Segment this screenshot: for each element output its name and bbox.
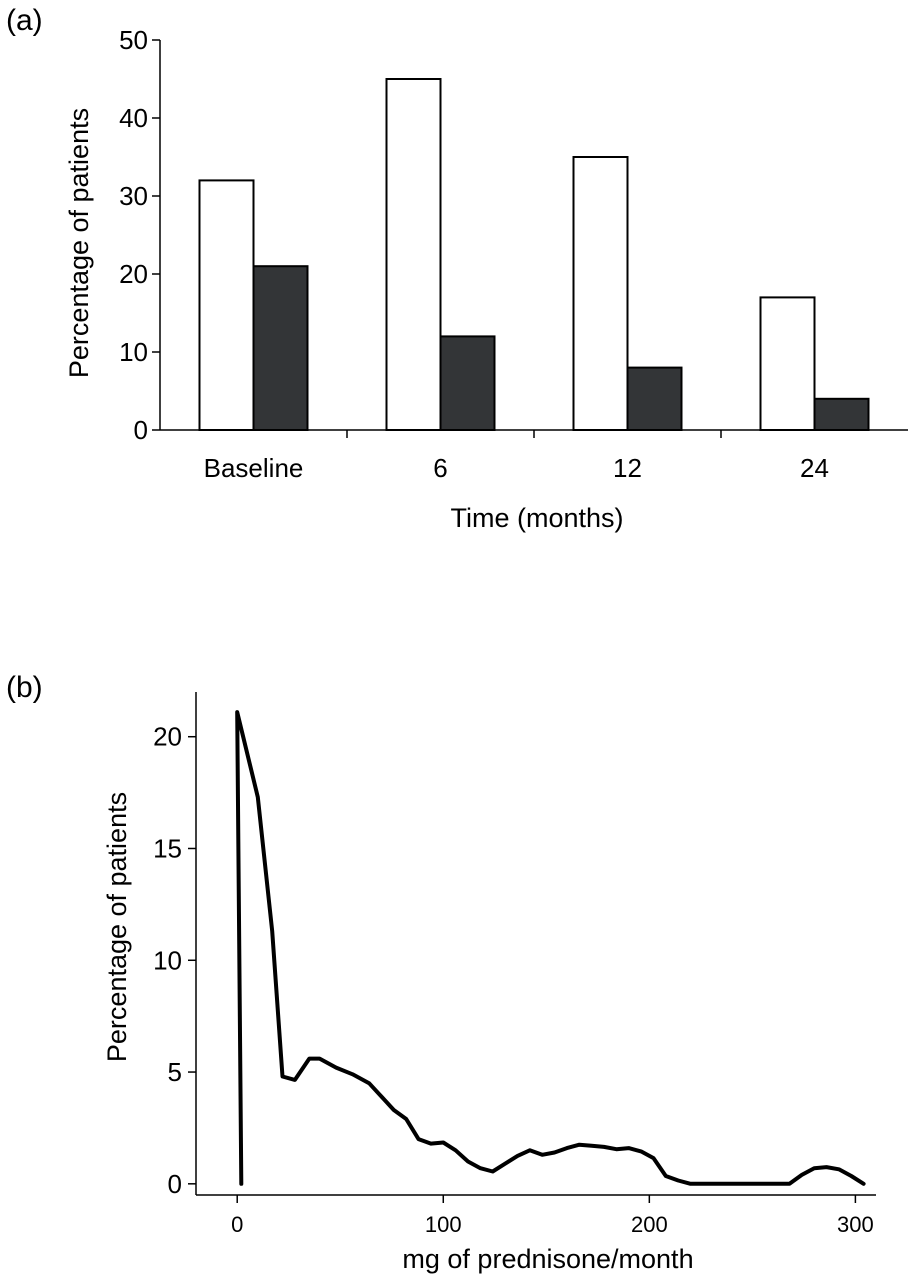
panel-a-y-tick-label: 10 bbox=[119, 337, 148, 367]
panel-b-x-tick-label: 200 bbox=[631, 1212, 668, 1237]
panel-a-y-axis-title: Percentage of patients bbox=[64, 108, 94, 378]
panel-a: (a) 0 10 20 30 40 50 Baseline 6 12 24 Percentage… bbox=[6, 4, 908, 533]
panel-b-x-tick-label: 300 bbox=[837, 1212, 874, 1237]
panel-a-x-tick-label: 12 bbox=[613, 453, 642, 483]
panel-b-y-tick-label: 0 bbox=[168, 1169, 182, 1199]
panel-a-x-ticks: Baseline 6 12 24 bbox=[204, 430, 829, 483]
panel-a-bars bbox=[198, 78, 870, 432]
panel-b-y-tick-label: 10 bbox=[153, 945, 182, 975]
panel-b-x-ticks: 0 100 200 300 bbox=[231, 1195, 874, 1237]
panel-a-bar-open bbox=[572, 156, 629, 431]
panel-b-x-tick-label: 100 bbox=[425, 1212, 462, 1237]
panel-b-y-tick-label: 5 bbox=[168, 1057, 182, 1087]
panel-a-y-tick-label: 20 bbox=[119, 259, 148, 289]
panel-a-y-ticks: 0 10 20 30 40 50 bbox=[119, 25, 160, 445]
panel-a-bar-filled bbox=[439, 335, 496, 431]
panel-b-y-tick-label: 20 bbox=[153, 722, 182, 752]
panel-a-x-axis-title: Time (months) bbox=[450, 503, 623, 533]
panel-a-y-tick-label: 40 bbox=[119, 103, 148, 133]
panel-b-x-axis-title: mg of prednisone/month bbox=[402, 1244, 693, 1274]
panel-a-bar-filled bbox=[813, 397, 870, 431]
panel-a-y-tick-label: 50 bbox=[119, 25, 148, 55]
panel-b-y-tick-label: 15 bbox=[153, 833, 182, 863]
panel-b: (b) 0 5 10 15 20 0 100 200 300 Percentage of pa… bbox=[6, 671, 876, 1274]
panel-b-x-tick-label: 0 bbox=[231, 1212, 243, 1237]
panel-a-x-tick-label: 6 bbox=[433, 453, 447, 483]
panel-b-y-ticks: 0 5 10 15 20 bbox=[153, 722, 196, 1199]
panel-a-y-tick-label: 0 bbox=[134, 415, 148, 445]
panel-a-bar-open bbox=[198, 179, 255, 431]
panel-a-x-tick-label: Baseline bbox=[204, 453, 304, 483]
panel-b-label: (b) bbox=[6, 671, 43, 704]
panel-a-y-tick-label: 30 bbox=[119, 181, 148, 211]
panel-a-label: (a) bbox=[6, 4, 43, 37]
panel-a-bar-filled bbox=[626, 366, 683, 432]
panel-b-series-line bbox=[235, 710, 866, 1186]
panel-a-bar-filled bbox=[252, 265, 309, 432]
panel-a-x-tick-label: 24 bbox=[800, 453, 829, 483]
panel-a-bar-open bbox=[385, 78, 442, 431]
panel-b-y-axis-title: Percentage of patients bbox=[102, 792, 132, 1062]
panel-a-bar-open bbox=[759, 296, 816, 431]
